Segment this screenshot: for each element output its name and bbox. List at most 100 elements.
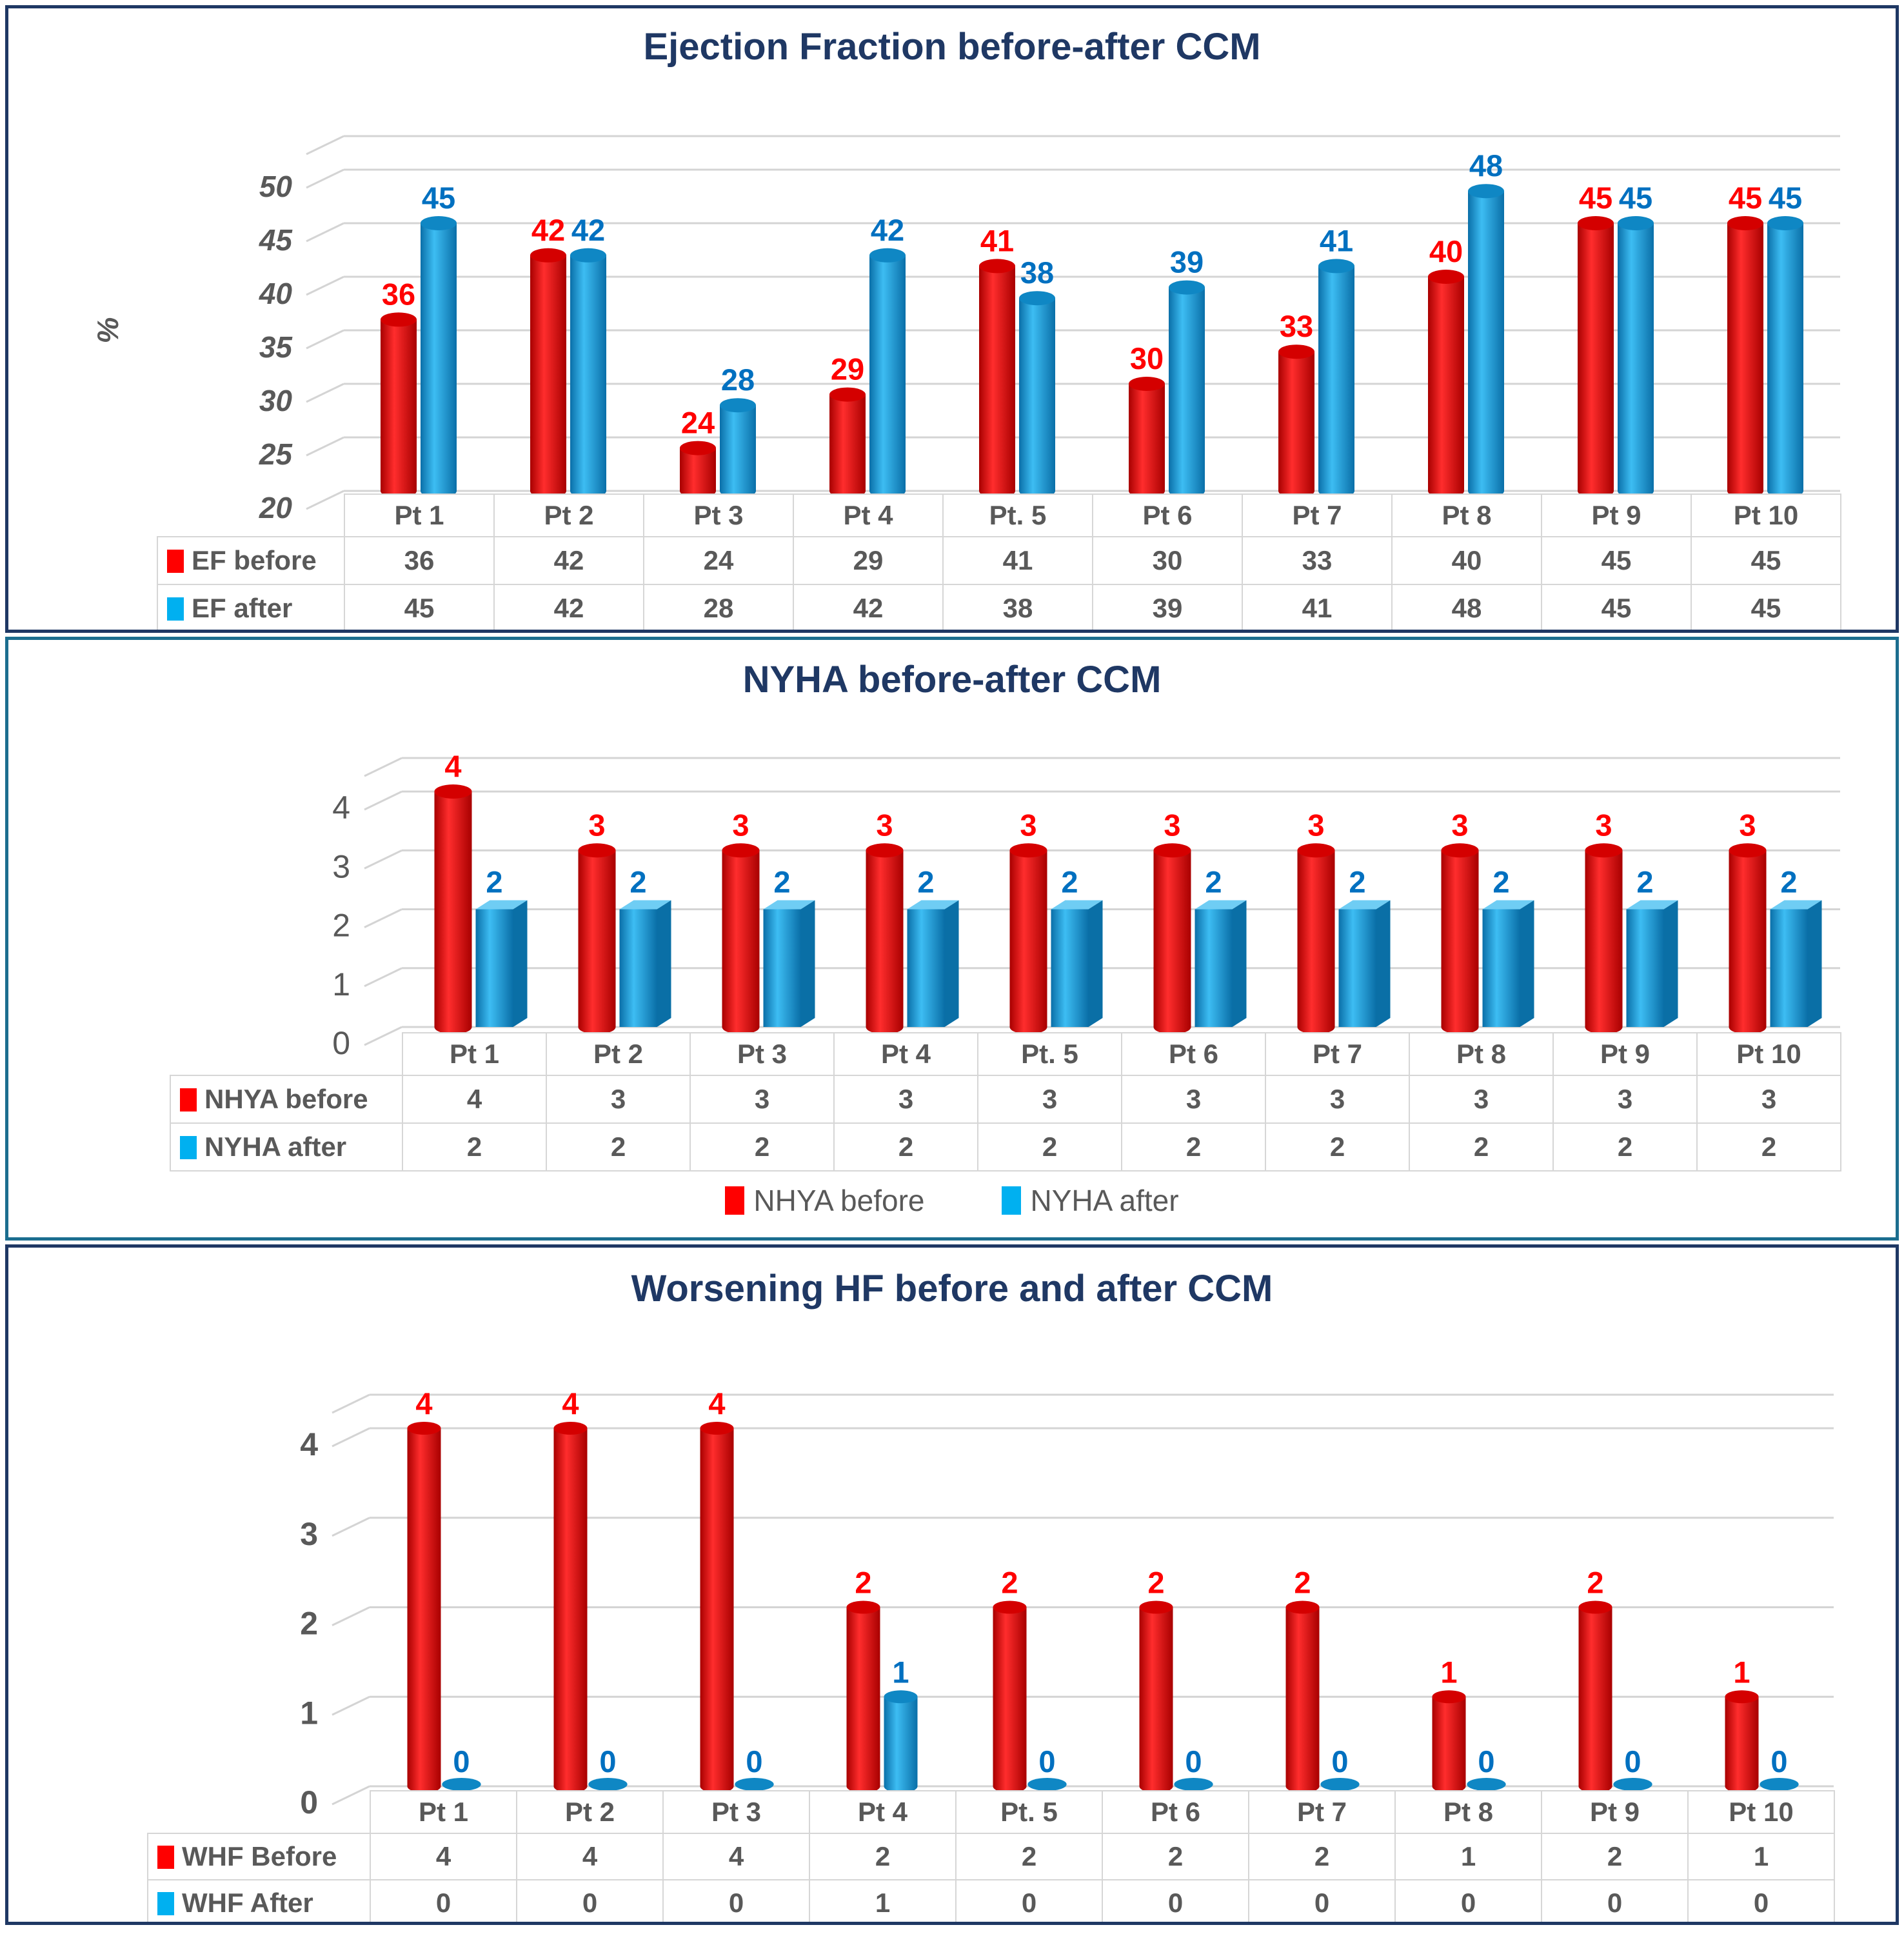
table-col-header: Pt 1 [370, 1790, 517, 1834]
bar-value-label: 41 [1320, 223, 1353, 257]
bar-value-label: 2 [1349, 865, 1365, 899]
bar-value-label: 2 [630, 865, 646, 899]
table-cell: 38 [942, 584, 1093, 630]
table-col-header: Pt 3 [662, 1790, 810, 1834]
svg-text:20: 20 [259, 491, 293, 524]
table-col-header: Pt 3 [643, 493, 794, 537]
table-cell: 1 [1687, 1833, 1835, 1880]
legend-key-blue [1002, 1186, 1022, 1215]
table-col-header: Pt 1 [344, 493, 495, 537]
chart-title-ef: Ejection Fraction before-after CCM [643, 26, 1261, 68]
table-cell: 41 [1242, 584, 1393, 630]
bar-value-label: 2 [773, 865, 790, 899]
table-row: NHYA before 4 3 3 3 3 3 3 3 3 3 [170, 1075, 1841, 1124]
series-key-icon [157, 1892, 174, 1915]
bar-value-label: 3 [1307, 808, 1324, 842]
series-name: WHF Before [182, 1841, 337, 1871]
table-cell: 3 [1121, 1075, 1266, 1124]
bar-value-label: 3 [876, 808, 893, 842]
series-key-icon [167, 550, 184, 573]
bar-value-label: 29 [831, 352, 864, 386]
bar-value-label: 3 [1164, 808, 1180, 842]
bar-value-label: 42 [871, 213, 904, 247]
legend-key-red [725, 1186, 745, 1215]
table-cell: 2 [955, 1833, 1103, 1880]
table-cell: 29 [793, 536, 944, 585]
table-cell: 3 [546, 1075, 691, 1124]
table-cell: 24 [643, 536, 794, 585]
table-col-header: Pt 4 [833, 1032, 978, 1076]
bar-value-label: 1 [1440, 1655, 1457, 1689]
table-row: NYHA after 2 2 2 2 2 2 2 2 2 2 [170, 1122, 1841, 1171]
table-corner-cell [170, 1033, 402, 1075]
bar-value-label: 2 [1061, 865, 1078, 899]
series-key-icon [167, 597, 184, 621]
table-col-header: Pt 8 [1409, 1032, 1554, 1076]
table-cell: 4 [662, 1833, 810, 1880]
table-row: EF after 45 42 28 42 38 39 41 48 45 45 [157, 584, 1841, 630]
bar-value-label: 2 [1294, 1566, 1311, 1600]
bar-value-label: 2 [1587, 1566, 1603, 1600]
bar-value-label: 45 [422, 181, 455, 215]
svg-text:1: 1 [332, 966, 350, 1002]
table-cell: 3 [1265, 1075, 1410, 1124]
table-col-header: Pt 9 [1552, 1032, 1698, 1076]
table-cell: 3 [1409, 1075, 1554, 1124]
table-cell: 0 [662, 1879, 810, 1922]
series-key-icon [180, 1136, 197, 1159]
bar-value-label: 33 [1280, 309, 1313, 343]
bar-value-label: 2 [1492, 865, 1509, 899]
bar-value-label: 1 [1733, 1655, 1750, 1689]
bar-value-label: 45 [1619, 181, 1652, 215]
table-col-header: Pt 2 [516, 1790, 664, 1834]
table-cell: 40 [1391, 536, 1542, 585]
table-col-header: Pt 10 [1687, 1790, 1835, 1834]
table-col-header: Pt. 5 [955, 1790, 1103, 1834]
table-cell: 2 [809, 1833, 957, 1880]
svg-text:35: 35 [259, 330, 293, 364]
table-cell: 42 [793, 584, 944, 630]
bar-value-label: 4 [708, 1386, 725, 1421]
table-cell: 4 [402, 1075, 547, 1124]
table-row: WHF After 0 0 0 1 0 0 0 0 0 0 [147, 1879, 1835, 1922]
table-col-header: Pt 6 [1121, 1032, 1266, 1076]
table-col-header: Pt 6 [1092, 493, 1243, 537]
table-col-header: Pt 3 [689, 1032, 835, 1076]
table-cell: 2 [1248, 1833, 1396, 1880]
svg-text:25: 25 [259, 437, 293, 471]
bar-value-label: 2 [1636, 865, 1653, 899]
bar-value-label: 3 [1020, 808, 1036, 842]
table-col-header: Pt 9 [1541, 493, 1692, 537]
table-cell: 3 [1552, 1075, 1698, 1124]
table-cell: 2 [1541, 1833, 1689, 1880]
bar-value-label: 40 [1429, 234, 1463, 268]
table-cell: 0 [1687, 1879, 1835, 1922]
table-cell: 33 [1242, 536, 1393, 585]
bar-value-label: 2 [1001, 1566, 1018, 1600]
svg-text:0: 0 [300, 1784, 318, 1820]
bar-value-label: 2 [1780, 865, 1797, 899]
series-name: EF before [192, 545, 317, 575]
chart-legend: NHYA before NYHA after [8, 1183, 1896, 1218]
bar-value-label: 2 [1205, 865, 1222, 899]
table-col-header: Pt 10 [1696, 1032, 1841, 1076]
bar-value-label: 3 [1595, 808, 1612, 842]
table-col-header: Pt 2 [493, 493, 644, 537]
chart-title-nyha: NYHA before-after CCM [742, 659, 1162, 701]
table-col-header: Pt 6 [1102, 1790, 1249, 1834]
table-cell: 3 [1696, 1075, 1841, 1124]
series-name: WHF After [182, 1888, 313, 1918]
bar-value-label: 2 [855, 1566, 871, 1600]
bar-value-label: 42 [571, 213, 605, 247]
table-cell: 42 [493, 536, 644, 585]
bar-value-label: 28 [721, 363, 755, 397]
table-col-header: Pt 7 [1242, 493, 1393, 537]
table-cell: 36 [344, 536, 495, 585]
legend-item-nyha-after: NYHA after [1002, 1183, 1179, 1218]
table-cell: 45 [1541, 584, 1692, 630]
bar-value-label: 42 [531, 213, 565, 247]
table-cell: 45 [1691, 536, 1841, 585]
table-cell: 2 [1696, 1122, 1841, 1171]
